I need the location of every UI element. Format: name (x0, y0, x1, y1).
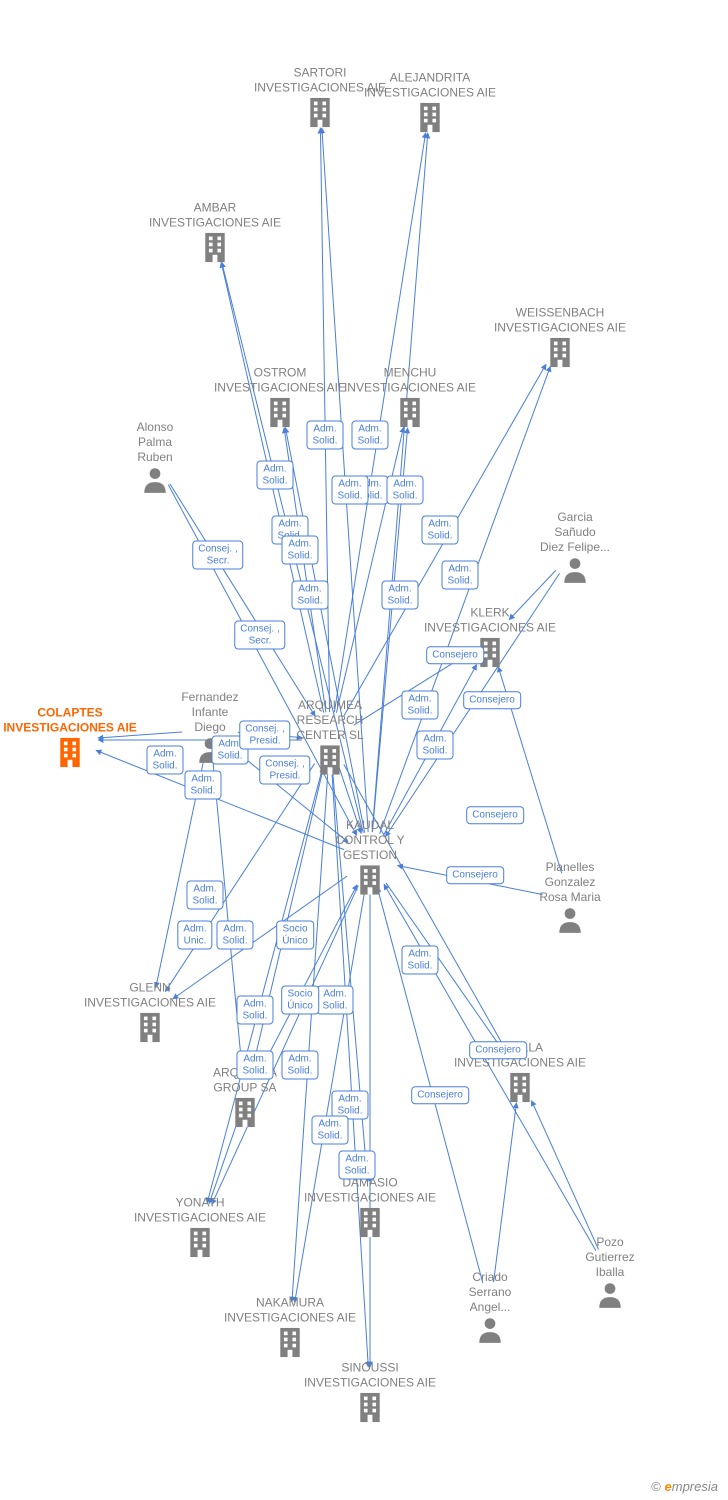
person-icon (142, 482, 168, 499)
brand-e: e (665, 1479, 672, 1494)
building-icon (355, 1412, 385, 1429)
edge-label: Consej. , Presid. (239, 721, 290, 750)
building-icon (265, 417, 295, 434)
node-weissenbach[interactable]: WEISSENBACH INVESTIGACIONES AIE (490, 306, 630, 375)
edge-label: Consejero (469, 1041, 527, 1059)
edge-label: Consejero (446, 866, 504, 884)
node-label: Criado Serrano Angel... (420, 1270, 560, 1315)
building-icon (230, 1117, 260, 1134)
node-garcia[interactable]: Garcia Sañudo Diez Felipe... (505, 510, 645, 590)
building-icon (305, 117, 335, 134)
brand-rest: mpresia (672, 1479, 718, 1494)
edge-label: Adm. Solid. (291, 581, 328, 610)
edge-label: Adm. Solid. (316, 986, 353, 1015)
building-icon (395, 417, 425, 434)
edge-line (209, 1126, 236, 1203)
edge-line (531, 1101, 598, 1250)
edge-label: Adm. Solid. (311, 1116, 348, 1145)
node-alejandrita[interactable]: ALEJANDRITA INVESTIGACIONES AIE (360, 71, 500, 140)
node-label: OSTROM INVESTIGACIONES AIE (210, 366, 350, 396)
node-label: COLAPTES INVESTIGACIONES AIE (0, 706, 140, 736)
edge-label: Consej. , Presid. (259, 756, 310, 785)
edge-label: Adm. Solid. (331, 476, 368, 505)
node-yonath[interactable]: YONATH INVESTIGACIONES AIE (130, 1196, 270, 1265)
node-label: KLERK INVESTIGACIONES AIE (420, 606, 560, 636)
building-icon (505, 1092, 535, 1109)
edge-label: Adm. Solid. (338, 1151, 375, 1180)
edge-label: Adm. Solid. (401, 691, 438, 720)
node-colaptes[interactable]: COLAPTES INVESTIGACIONES AIE (0, 706, 140, 775)
edge-label: Adm. Solid. (441, 561, 478, 590)
building-icon (185, 1247, 215, 1264)
person-icon (562, 572, 588, 589)
node-label: NAKAMURA INVESTIGACIONES AIE (220, 1296, 360, 1326)
node-planelles[interactable]: Planelles Gonzalez Rosa Maria (500, 860, 640, 940)
building-icon (415, 122, 445, 139)
edge-label: Adm. Solid. (401, 946, 438, 975)
building-icon (55, 757, 85, 774)
edge-label: Adm. Solid. (256, 461, 293, 490)
node-label: DAMASIO INVESTIGACIONES AIE (300, 1176, 440, 1206)
edge-label: Socio Único (281, 986, 319, 1015)
node-label: KAUDAL CONTROL Y GESTION (300, 818, 440, 863)
person-icon (477, 1332, 503, 1349)
node-label: Planelles Gonzalez Rosa Maria (500, 860, 640, 905)
node-nakamura[interactable]: NAKAMURA INVESTIGACIONES AIE (220, 1296, 360, 1365)
person-icon (597, 1297, 623, 1314)
node-kaudal[interactable]: KAUDAL CONTROL Y GESTION (300, 818, 440, 902)
building-icon (315, 764, 345, 781)
node-label: MENCHU INVESTIGACIONES AIE (340, 366, 480, 396)
edge-label: Consej. , Secr. (234, 621, 285, 650)
node-label: Pozo Gutierrez Iballa (540, 1235, 680, 1280)
edge-label: Adm. Solid. (146, 746, 183, 775)
node-label: SINOUSSI INVESTIGACIONES AIE (300, 1361, 440, 1391)
node-label: Garcia Sañudo Diez Felipe... (505, 510, 645, 555)
node-criado[interactable]: Criado Serrano Angel... (420, 1270, 560, 1350)
node-label: GLENN INVESTIGACIONES AIE (80, 981, 220, 1011)
node-ambar[interactable]: AMBAR INVESTIGACIONES AIE (145, 201, 285, 270)
building-icon (200, 252, 230, 269)
node-damasio[interactable]: DAMASIO INVESTIGACIONES AIE (300, 1176, 440, 1245)
edge-label: Adm. Solid. (351, 421, 388, 450)
building-icon (545, 357, 575, 374)
edge-label: Adm. Solid. (281, 1051, 318, 1080)
copyright-symbol: © (651, 1479, 661, 1494)
building-icon (135, 1032, 165, 1049)
node-label: YONATH INVESTIGACIONES AIE (130, 1196, 270, 1226)
node-label: WEISSENBACH INVESTIGACIONES AIE (490, 306, 630, 336)
edge-label: Consej. , Secr. (192, 541, 243, 570)
edge-label: Adm. Unic. (177, 921, 212, 950)
edge-label: Adm. Solid. (421, 516, 458, 545)
edge-label: Consejero (426, 646, 484, 664)
edge-label: Consejero (466, 806, 524, 824)
edge-label: Adm. Solid. (416, 731, 453, 760)
edge-label: Socio Único (276, 921, 314, 950)
node-label: Alonso Palma Ruben (85, 420, 225, 465)
node-pozo[interactable]: Pozo Gutierrez Iballa (540, 1235, 680, 1315)
edge-label: Adm. Solid. (236, 1051, 273, 1080)
node-glenn[interactable]: GLENN INVESTIGACIONES AIE (80, 981, 220, 1050)
edge-label: Adm. Solid. (281, 536, 318, 565)
edge-label: Adm. Solid. (306, 421, 343, 450)
building-icon (355, 1227, 385, 1244)
node-sinoussi[interactable]: SINOUSSI INVESTIGACIONES AIE (300, 1361, 440, 1430)
edge-label: Consejero (463, 691, 521, 709)
footer-branding: © empresia (651, 1479, 718, 1494)
edge-label: Adm. Solid. (381, 581, 418, 610)
edge-label: Adm. Solid. (236, 996, 273, 1025)
node-alonso[interactable]: Alonso Palma Ruben (85, 420, 225, 500)
edge-line (494, 1103, 517, 1282)
edge-line (258, 885, 357, 1075)
node-label: ALEJANDRITA INVESTIGACIONES AIE (360, 71, 500, 101)
edge-label: Consejero (411, 1086, 469, 1104)
edge-line (336, 427, 403, 712)
edge-label: Adm. Solid. (216, 921, 253, 950)
node-label: AMBAR INVESTIGACIONES AIE (145, 201, 285, 231)
edge-label: Adm. Solid. (386, 476, 423, 505)
edge-label: Adm. Solid. (184, 771, 221, 800)
edge-label: Adm. Solid. (186, 881, 223, 910)
node-klerk[interactable]: KLERK INVESTIGACIONES AIE (420, 606, 560, 675)
building-icon (355, 884, 385, 901)
person-icon (557, 922, 583, 939)
